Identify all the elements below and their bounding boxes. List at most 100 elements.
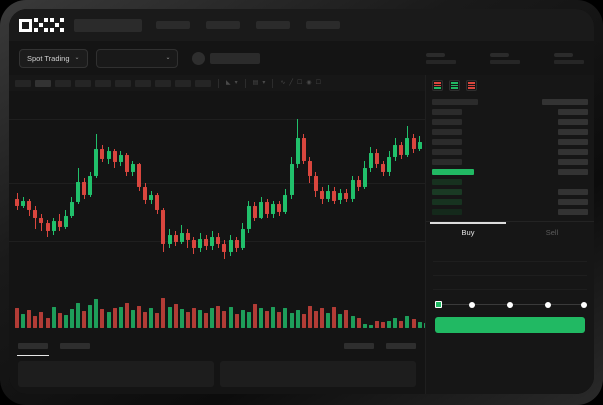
candle-body [307,160,312,176]
orderbook-rows[interactable] [426,95,594,217]
candle-body [326,191,331,199]
orderbook-bids-icon[interactable] [449,80,460,91]
volume-bar [57,312,62,328]
timeframe-chip[interactable] [195,79,211,87]
timeframe-chip[interactable] [115,79,131,87]
camera-icon[interactable]: ☐ [296,80,303,86]
trading-mode-selector[interactable]: Spot Trading ⌄ [19,48,88,68]
slider-node-50[interactable] [507,301,513,308]
volume-bar [295,309,300,328]
bottom-action-1[interactable] [344,343,374,349]
orderbook-row[interactable] [432,177,588,187]
timeframe-chip[interactable] [95,79,111,87]
orderbook-asks-icon[interactable] [466,80,477,91]
candle-body [228,240,233,252]
nav-item-4[interactable] [306,21,340,29]
candle-body [387,156,392,172]
orderbook-row[interactable] [432,207,588,217]
candle-body [240,229,245,248]
bottom-tab-open-orders[interactable] [17,343,49,356]
slider-node-100[interactable] [581,301,587,308]
volume-bar [137,305,141,328]
candle-body [76,181,80,203]
candle-body [27,200,32,210]
settings-icon[interactable]: ◉ [306,80,312,86]
market-stat [426,52,456,64]
volume-bar [259,308,263,328]
bottom-panel-row [9,349,425,387]
orderbook-row[interactable] [432,137,588,147]
candle-body [173,234,178,243]
orderbook-row[interactable] [432,157,588,167]
order-amount-field[interactable] [433,262,587,276]
nav-item-3[interactable] [256,21,290,29]
candle-body [393,145,398,157]
okx-logo-icon[interactable] [19,18,64,32]
bottom-orders-panel [9,336,425,394]
candle-body [210,236,215,247]
volume-bar [307,305,312,328]
volume-bar [149,308,154,328]
slider-node-75[interactable] [545,301,551,308]
orderbook-spread-row[interactable] [432,167,588,177]
nav-search-placeholder[interactable] [74,18,142,32]
bottom-tab-strip [9,336,425,356]
order-price-field[interactable] [433,248,587,262]
chevron-down-icon[interactable]: ▾ [262,80,266,86]
slider-node-25[interactable] [469,301,475,308]
candle-body [198,238,202,248]
volume-bar [88,304,93,328]
chart-toolbar: ◣ ▾ ▤ ▾ ∿ ╱ ☐ ◉ ☐ [9,75,425,91]
line-tool-icon[interactable]: ∿ [280,80,286,86]
slider-node-0[interactable] [435,301,442,308]
compare-icon[interactable]: ▤ [252,80,259,86]
nav-item-1[interactable] [156,21,190,29]
tab-sell[interactable]: Sell [545,228,559,237]
candle-body [295,137,300,165]
orderbook-row[interactable] [432,107,588,117]
trading-pair-selector[interactable]: ⌄ [95,48,178,68]
indicators-icon[interactable]: ◣ [226,80,231,86]
market-stat-value [554,59,584,64]
orderbook-both-icon[interactable] [432,80,443,91]
chevron-down-icon[interactable]: ▾ [234,80,238,86]
candle-body [149,194,154,201]
volume-bar [228,306,233,328]
candle-body [94,149,99,176]
timeframe-chip-active[interactable] [35,79,51,87]
timeframe-chip[interactable] [55,79,71,87]
bottom-panel-left[interactable] [18,361,214,387]
orderbook-row[interactable] [432,197,588,207]
device-screen-frame: Spot Trading ⌄ ⌄ [9,9,594,394]
orderbook-row[interactable] [432,187,588,197]
timeframe-chip[interactable] [15,79,31,87]
volume-bar [185,311,190,328]
order-amount-slider[interactable] [435,300,587,309]
candle-body [39,217,44,224]
volume-bar [387,320,392,328]
volume-bar [191,307,196,328]
fullscreen-icon[interactable]: ☐ [315,80,322,86]
order-total-field[interactable] [433,276,587,290]
candle-body [100,149,105,159]
timeframe-chip[interactable] [175,79,191,87]
volume-bar [374,321,379,328]
nav-item-2[interactable] [206,21,240,29]
bottom-tab-order-history[interactable] [60,343,90,349]
timeframe-chip[interactable] [75,79,91,87]
orderbook-row[interactable] [432,147,588,157]
candle-body [344,192,349,199]
timeframe-chip[interactable] [155,79,171,87]
ruler-icon[interactable]: ╱ [289,80,293,86]
tab-buy[interactable]: Buy [426,222,510,242]
orderbook-row[interactable] [432,127,588,137]
candle-body [368,153,373,169]
orderbook-row[interactable] [432,117,588,127]
price-chart[interactable] [9,91,459,336]
bottom-panel-right[interactable] [220,361,416,387]
timeframe-chip[interactable] [135,79,151,87]
place-buy-order-button[interactable] [435,317,585,333]
bottom-action-2[interactable] [386,343,416,349]
candle-body [405,137,410,155]
